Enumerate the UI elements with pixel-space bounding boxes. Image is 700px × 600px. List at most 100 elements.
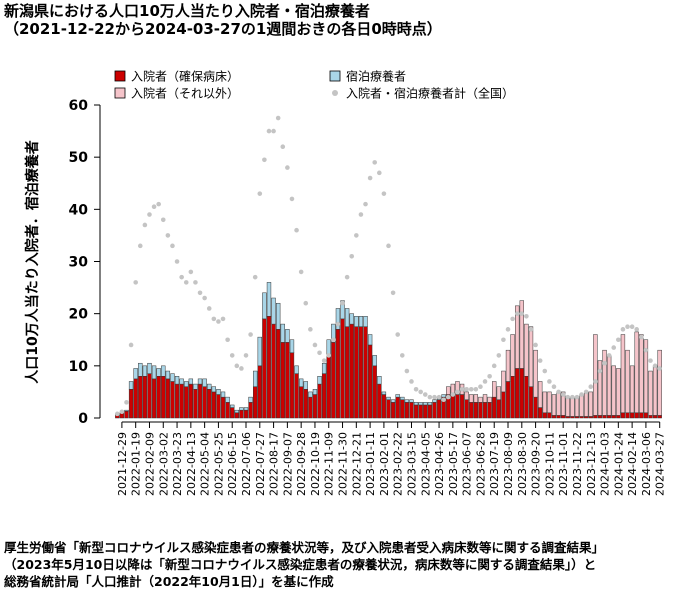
scatter-point bbox=[170, 243, 175, 249]
bar-segment bbox=[538, 407, 543, 419]
x-tick-label: 2023-11-01 bbox=[557, 432, 570, 496]
scatter-point bbox=[491, 363, 497, 369]
bar-segment bbox=[174, 383, 180, 419]
scatter-point bbox=[285, 165, 290, 170]
bar-segment bbox=[128, 381, 134, 390]
bar-segment bbox=[317, 383, 322, 419]
x-tick-label: 2022-07-06 bbox=[240, 432, 253, 496]
chart-subtitle: （2021-12-22から2024-03-27の1週間おきの各日0時時点） bbox=[4, 20, 442, 38]
bar-segment bbox=[606, 415, 612, 419]
x-tick-label: 2024-03-27 bbox=[654, 432, 667, 496]
legend-swatch bbox=[114, 70, 126, 82]
bar-segment bbox=[469, 402, 474, 419]
bar-segment bbox=[170, 373, 175, 382]
scatter-point bbox=[422, 392, 428, 397]
bar-segment bbox=[165, 370, 171, 380]
bar-segment bbox=[441, 394, 446, 398]
scatter-point bbox=[413, 387, 419, 392]
bar-segment bbox=[202, 378, 207, 387]
bar-segment bbox=[501, 370, 506, 393]
scatter-point bbox=[547, 379, 552, 384]
bar-segment bbox=[652, 365, 658, 416]
scatter-point bbox=[468, 387, 474, 392]
scatter-point bbox=[386, 243, 391, 249]
bar-segment bbox=[363, 316, 368, 327]
y-axis-label: 人口10万人当たり入院者．宿泊療養者 bbox=[24, 140, 41, 383]
bar-segment bbox=[519, 300, 524, 369]
scatter-point bbox=[505, 327, 511, 332]
bar-segment bbox=[400, 396, 405, 400]
bar-segment bbox=[188, 378, 194, 385]
bar-segment bbox=[239, 409, 244, 419]
bar-segment bbox=[593, 415, 598, 419]
bar-segment bbox=[220, 396, 226, 419]
bar-segment bbox=[133, 378, 138, 419]
bar-segment bbox=[625, 412, 630, 419]
legend-swatch bbox=[329, 70, 341, 82]
bar-segment bbox=[266, 282, 272, 317]
x-tick-label: 2023-05-17 bbox=[447, 432, 460, 496]
scatter-point bbox=[335, 321, 341, 327]
bar-segment bbox=[625, 349, 630, 414]
scatter-point bbox=[128, 342, 134, 348]
scatter-point bbox=[537, 358, 543, 363]
scatter-point bbox=[183, 280, 189, 285]
x-tick-label: 2022-07-27 bbox=[254, 432, 267, 496]
scatter-point bbox=[629, 324, 635, 330]
bar-segment bbox=[404, 399, 410, 403]
x-tick-label: 2022-09-28 bbox=[295, 432, 308, 496]
chart-title: 新潟県における人口10万人当たり入院者・宿泊療養者 bbox=[4, 2, 370, 20]
scatter-point bbox=[321, 358, 327, 363]
bar-segment bbox=[648, 370, 653, 416]
bar-segment bbox=[510, 376, 515, 419]
scatter-point bbox=[441, 397, 446, 403]
scatter-point bbox=[298, 269, 304, 275]
bar-segment bbox=[574, 396, 580, 417]
bar-segment bbox=[629, 412, 635, 419]
y-tick-label: 0 bbox=[78, 411, 88, 427]
x-tick-label: 2023-09-20 bbox=[530, 432, 543, 496]
bar-segment bbox=[528, 386, 534, 419]
bar-segment bbox=[487, 396, 492, 403]
scatter-point bbox=[142, 222, 148, 228]
bar-segment bbox=[436, 399, 442, 419]
bar-segment bbox=[128, 389, 134, 419]
scatter-point bbox=[445, 394, 451, 400]
bar-segment bbox=[197, 383, 203, 419]
bar-segment bbox=[409, 402, 414, 419]
bar-segment bbox=[142, 376, 148, 419]
scatter-point bbox=[432, 394, 437, 400]
bar-segment bbox=[243, 407, 249, 411]
bar-segment bbox=[276, 329, 281, 419]
bar-segment bbox=[285, 329, 290, 343]
bar-segment bbox=[400, 399, 405, 419]
bar-segment bbox=[455, 394, 460, 419]
bar-segment bbox=[276, 302, 281, 330]
x-tick-label: 2022-08-17 bbox=[268, 432, 281, 496]
bar-segment bbox=[207, 389, 212, 419]
bar-segment bbox=[432, 399, 437, 403]
y-tick-label: 20 bbox=[69, 307, 89, 323]
bar-segment bbox=[533, 349, 538, 398]
bar-segment bbox=[298, 386, 304, 419]
bar-segment bbox=[381, 391, 387, 395]
bar-segment bbox=[298, 378, 304, 387]
scatter-point bbox=[372, 160, 378, 165]
bar-segment bbox=[248, 396, 253, 403]
scatter-point bbox=[381, 191, 387, 196]
x-tick-label: 2023-07-19 bbox=[488, 432, 501, 496]
bar-segment bbox=[616, 368, 621, 416]
bar-segment bbox=[542, 391, 547, 414]
scatter-point bbox=[252, 274, 258, 280]
bar-segment bbox=[193, 389, 198, 419]
scatter-point bbox=[206, 306, 212, 311]
scatter-point bbox=[496, 353, 502, 358]
bar-segment bbox=[482, 402, 488, 419]
bar-segment bbox=[243, 409, 249, 419]
bar-segment bbox=[533, 396, 538, 419]
bar-segment bbox=[138, 376, 143, 419]
bar-segment bbox=[303, 389, 308, 419]
scatter-point bbox=[211, 316, 217, 322]
bar-segment bbox=[179, 378, 184, 385]
